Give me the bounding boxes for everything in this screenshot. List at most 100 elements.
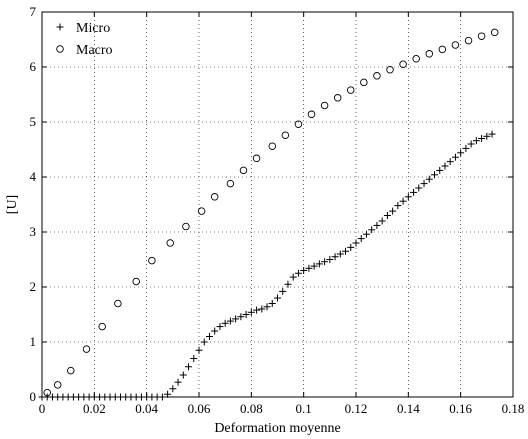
data-point-micro [404,193,412,201]
data-point-micro [336,250,344,258]
data-point-macro [412,55,420,63]
data-point-micro [242,311,250,318]
data-point-micro [253,306,261,314]
data-point-macro [438,45,447,54]
data-point-micro [263,303,271,311]
data-point-micro [232,315,240,323]
data-point-micro [279,287,287,295]
data-point-macro [210,193,219,201]
x-tick-label: 0.12 [345,401,368,416]
data-point-micro [169,385,177,393]
data-point-micro [321,258,329,266]
data-point-micro [383,212,391,219]
data-point-micro [399,197,407,205]
data-point-micro [164,390,172,398]
x-tick-label: 0.16 [449,401,472,416]
x-tick-label: 0.02 [83,401,106,416]
data-point-micro [305,264,313,272]
data-point-macro [166,239,174,247]
data-point-micro [488,130,496,138]
data-point-micro [284,280,292,288]
data-point-micro [205,333,213,340]
x-tick-label: 0.08 [240,401,263,416]
data-point-macro [268,142,277,150]
data-point-micro [467,140,475,148]
data-point-micro [410,188,418,196]
data-point-micro [226,317,234,325]
legend-label-micro: Micro [76,21,110,36]
data-point-micro [289,273,297,281]
legend: Micro Macro [56,21,113,58]
data-point-micro [237,313,245,321]
data-point-micro [200,338,208,346]
data-point-macro [281,131,290,139]
y-tick-label: 1 [30,334,37,349]
data-point-micro [483,132,491,140]
data-point-micro [268,300,276,307]
data-point-micro [158,393,166,401]
data-point-macro [82,345,91,353]
data-point-macro [294,120,303,128]
data-point-macro [386,65,394,74]
data-point-micro [415,184,423,192]
data-point-macro [451,41,460,49]
data-point-micro [446,158,454,166]
data-point-macro [67,366,75,375]
data-point-micro [294,269,302,277]
data-point-micro [195,346,203,354]
data-point-micro [472,137,480,145]
data-point-macro [425,50,434,58]
x-tick-label: 0.18 [502,401,525,416]
x-axis-label: Deformation moyenne [214,421,340,436]
series-micro [38,130,496,401]
data-point-micro [373,221,381,229]
data-point-micro [247,308,255,316]
data-point-micro [462,144,470,152]
data-point-macro [53,381,62,389]
data-point-micro [221,319,229,327]
x-tick-label: 0.14 [397,401,420,416]
data-point-macro [399,60,407,69]
data-point-macro [182,222,190,231]
data-point-macro [98,322,106,331]
x-tick-labels: 0 0.02 0.04 0.06 0.08 0.1 0.12 0.14 0.16 0.18 [39,401,525,416]
data-point-macro [333,94,342,102]
x-tick-label: 0.06 [188,401,211,416]
x-tick-label: 0 [39,401,46,416]
data-point-micro [362,230,370,238]
data-point-micro [342,247,350,255]
y-tick-label: 7 [30,4,37,19]
series-macro [43,28,499,397]
data-point-micro [420,180,428,188]
data-point-micro [258,305,266,313]
data-point-micro [310,262,318,270]
data-point-macro [307,110,316,119]
grid [42,12,513,397]
data-point-micro [478,135,486,142]
data-point-macro [197,207,206,215]
y-tick-labels: 0 1 2 3 4 5 6 7 [30,4,37,404]
data-point-micro [190,355,198,362]
data-point-macro [360,78,368,87]
data-point-macro [148,256,156,265]
y-tick-label: 6 [30,59,37,74]
data-point-micro [441,162,449,170]
data-point-micro [436,166,444,174]
data-point-micro [179,371,187,379]
data-point-macro [373,72,381,80]
data-point-micro [352,239,360,247]
data-point-macro [239,166,248,175]
y-tick-label: 4 [30,169,37,184]
axis-ticks [41,11,514,398]
legend-marker-symbol [56,23,64,31]
data-point-micro [174,378,182,386]
y-tick-label: 5 [30,114,37,129]
data-point-micro [216,323,224,331]
legend-marker-micro [56,23,64,31]
data-point-macro [464,36,473,45]
legend-marker-symbol [56,45,64,53]
data-point-micro [451,153,459,161]
y-tick-label: 3 [30,224,37,239]
data-point-macro [320,101,329,110]
data-point-micro [394,202,402,210]
